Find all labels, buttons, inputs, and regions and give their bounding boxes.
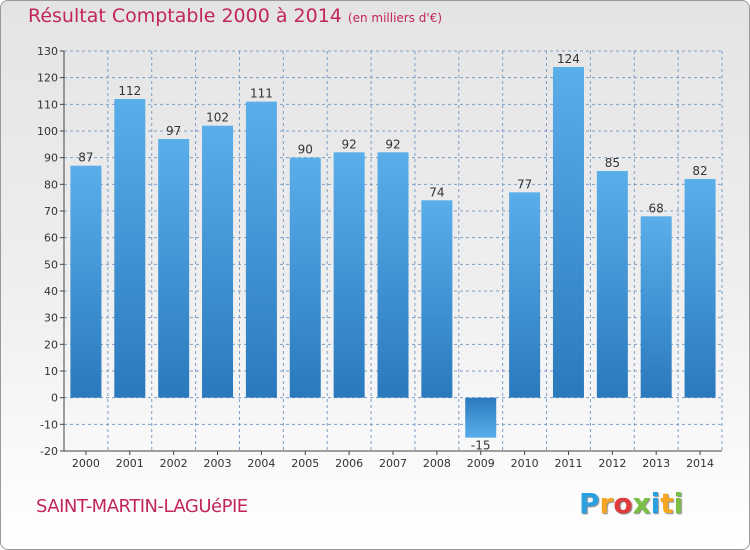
bar-value-label: 111 [250,87,273,101]
bar-value-label: 82 [692,164,707,178]
logo-letter: P [579,487,600,520]
x-tick-label: 2014 [686,457,714,470]
bar-value-label: 77 [517,177,532,191]
y-tick-label: 100 [37,125,58,138]
y-tick-label: 110 [37,98,58,111]
bar [158,139,190,398]
x-tick-label: 2006 [335,457,363,470]
y-tick-label: 50 [44,258,58,271]
x-tick-label: 2010 [511,457,539,470]
bar [114,99,146,398]
bar-value-label: 90 [298,143,313,157]
y-tick-label: 10 [44,365,58,378]
x-tick-label: 2011 [554,457,582,470]
bar [377,152,409,398]
y-tick-label: 120 [37,72,58,85]
x-tick-label: 2003 [204,457,232,470]
y-tick-label: 60 [44,232,58,245]
label-layer: 87 112 97 102 111 90 92 92 74 -15 77 124 85 68 82 [78,52,707,453]
bar [596,171,628,398]
x-tick-label: 2004 [247,457,275,470]
x-tick-label: 2013 [642,457,670,470]
y-tick-label: 0 [51,392,58,405]
bar [245,101,277,398]
bar-value-label: 68 [649,201,664,215]
x-tick-label: 2005 [291,457,319,470]
bar [552,67,584,398]
x-tick-label: 2008 [423,457,451,470]
x-tick-label: 2000 [72,457,100,470]
bar-value-label: 102 [206,111,229,125]
chart-title: Résultat Comptable 2000 à 2014 (en millie… [28,5,442,27]
bar-value-label: -15 [471,439,491,453]
y-tick-label: 20 [44,338,58,351]
bar-layer [70,67,716,438]
bar-value-label: 124 [557,52,580,66]
y-tick-label: 130 [37,45,58,58]
logo-letter: o [613,487,633,520]
x-tick-label: 2009 [467,457,495,470]
title-unit: (en milliers d'€) [347,11,443,25]
title-text: Résultat Comptable 2000 à 2014 [28,5,342,27]
bar [640,216,672,398]
logo-letter: x [632,487,651,520]
logo-letter: r [599,487,614,520]
bar [70,165,102,398]
bar [509,192,541,398]
axis-layer: -20 -10 0 10 20 30 40 50 60 70 80 90 100 110 120 130 200… [37,45,722,470]
x-tick-label: 2001 [116,457,144,470]
y-tick-label: -20 [40,445,58,458]
bar-value-label: 87 [78,151,93,165]
bar [684,179,716,398]
proxiti-logo: Proxiti [579,487,683,520]
logo-letter: t [660,487,674,520]
bar-value-label: 85 [605,156,620,170]
bar-value-label: 74 [429,185,444,199]
bar [202,125,234,398]
logo-letter: i [650,487,661,520]
y-tick-label: 70 [44,205,58,218]
y-tick-label: 40 [44,285,58,298]
y-tick-label: -10 [40,418,58,431]
bar-value-label: 92 [385,137,400,151]
bar [333,152,365,398]
logo-letter: i [673,487,684,520]
bar-value-label: 97 [166,124,181,138]
x-tick-label: 2007 [379,457,407,470]
bar [421,200,453,398]
bar-value-label: 92 [341,137,356,151]
x-tick-label: 2002 [160,457,188,470]
bar-value-label: 112 [118,84,141,98]
y-tick-label: 80 [44,178,58,191]
x-tick-label: 2012 [598,457,626,470]
bar [289,157,321,398]
commune-name: SAINT-MARTIN-LAGUéPIE [36,496,248,517]
bar [465,397,497,438]
y-tick-label: 90 [44,152,58,165]
y-tick-label: 30 [44,312,58,325]
